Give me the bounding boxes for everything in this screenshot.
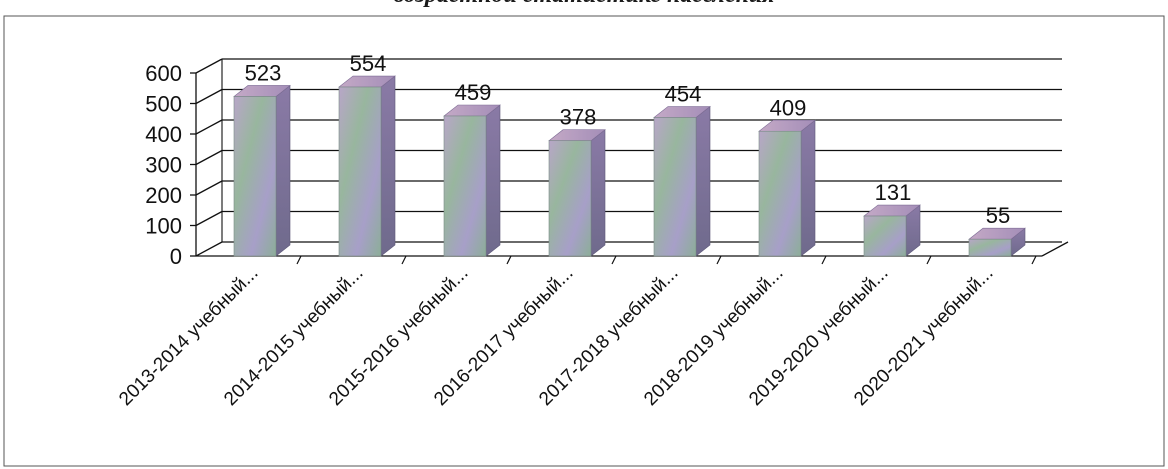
data-label: 459 <box>455 80 492 105</box>
bar-front <box>653 117 697 257</box>
y-tick-label: 400 <box>145 122 182 147</box>
bar-front <box>758 130 802 257</box>
x-tick-mark <box>506 255 512 265</box>
x-tick-mark <box>611 255 617 265</box>
grid-wall-line <box>195 241 223 257</box>
x-tick-mark <box>821 255 827 265</box>
bar-front <box>338 86 382 257</box>
data-label: 378 <box>560 105 597 130</box>
bar-side <box>695 105 711 257</box>
bar-front <box>548 140 592 257</box>
y-tick-label: 100 <box>145 214 182 239</box>
x-tick-mark <box>926 255 932 265</box>
bar-side <box>590 129 606 257</box>
bar <box>968 227 1026 257</box>
data-label: 554 <box>350 51 387 76</box>
bar-side <box>800 119 816 257</box>
y-tick-label: 600 <box>145 61 182 86</box>
bar <box>863 204 921 257</box>
y-tick-label: 500 <box>145 92 182 117</box>
bar-side <box>380 75 396 257</box>
y-tick-label: 0 <box>170 244 182 269</box>
data-label: 409 <box>770 95 807 120</box>
data-label: 523 <box>245 60 282 85</box>
bar-side <box>275 84 291 257</box>
grid-wall-line <box>195 119 223 135</box>
x-tick-mark <box>401 255 407 265</box>
chart-title: возрастной статистике населения <box>0 0 1168 9</box>
x-tick-mark <box>716 255 722 265</box>
grid-wall-line <box>195 210 223 227</box>
grid-wall-line <box>195 180 223 196</box>
bar <box>338 75 396 257</box>
bar-front <box>233 96 277 257</box>
data-label: 131 <box>875 180 912 205</box>
data-label: 454 <box>665 82 702 107</box>
bar <box>653 105 711 257</box>
floor-edge <box>1041 241 1069 257</box>
x-tick-mark <box>296 255 302 265</box>
bar <box>443 104 501 257</box>
y-tick-label: 200 <box>145 183 182 208</box>
grid-wall-line <box>195 88 223 105</box>
bar-front <box>968 238 1012 257</box>
bar <box>548 129 606 257</box>
bar-front <box>443 115 487 257</box>
y-tick-label: 300 <box>145 153 182 178</box>
bar <box>233 84 291 257</box>
bar-side <box>485 104 501 257</box>
x-tick-mark <box>1031 255 1037 265</box>
chart-border <box>3 15 1165 467</box>
bar <box>758 119 816 257</box>
bar-front <box>863 215 907 257</box>
grid-wall-line <box>195 58 223 74</box>
grid-wall-line <box>195 149 223 166</box>
data-label: 55 <box>986 203 1010 228</box>
